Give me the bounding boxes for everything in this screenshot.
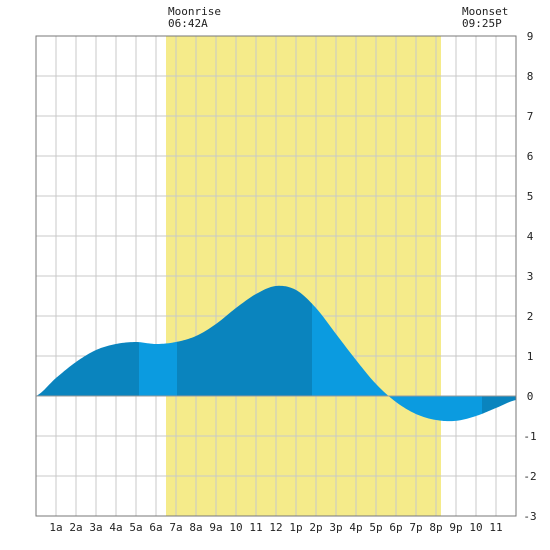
x-tick-label: 12 xyxy=(269,521,282,534)
x-tick-label: 8a xyxy=(189,521,202,534)
x-tick-labels: 1a 2a 3a 4a 5a 6a 7a 8a 9a 10 11 12 1p 2p 3p 4p 5p 6p 7p 8p… xyxy=(49,521,502,534)
moonset-annotation: Moonset 09:25P xyxy=(462,6,508,30)
x-tick-label: 4p xyxy=(349,521,362,534)
x-tick-label: 3p xyxy=(329,521,342,534)
moonrise-time: 06:42A xyxy=(168,17,208,30)
tide-area-segment xyxy=(312,303,482,422)
x-tick-label: 1a xyxy=(49,521,62,534)
tide-area-segment xyxy=(139,341,177,396)
x-tick-label: 6p xyxy=(389,521,402,534)
y-tick-label: 2 xyxy=(527,310,534,323)
x-tick-label: 10 xyxy=(229,521,242,534)
y-tick-label: -3 xyxy=(523,510,536,523)
x-tick-label: 8p xyxy=(429,521,442,534)
x-tick-label: 1p xyxy=(289,521,302,534)
plot-border xyxy=(35,35,517,517)
x-tick-label: 9a xyxy=(209,521,222,534)
x-tick-label: 3a xyxy=(89,521,102,534)
y-tick-label: 3 xyxy=(527,270,534,283)
y-tick-label: -1 xyxy=(523,430,536,443)
y-tick-label: 6 xyxy=(527,150,534,163)
tide-area-series xyxy=(36,285,516,422)
x-tick-label: 4a xyxy=(109,521,122,534)
x-tick-label: 10 xyxy=(469,521,482,534)
x-tick-label: 5p xyxy=(369,521,382,534)
y-tick-label: 0 xyxy=(527,390,534,403)
tide-area-segment xyxy=(177,285,312,396)
y-tick-label: 7 xyxy=(527,110,534,123)
x-tick-label: 2p xyxy=(309,521,322,534)
tide-area-segment xyxy=(36,342,139,396)
moonset-time: 09:25P xyxy=(462,17,502,30)
y-tick-labels: -3 -2 -1 0 1 2 3 4 5 6 7 8 9 xyxy=(523,30,536,523)
x-tick-label: 7a xyxy=(169,521,182,534)
x-tick-label: 5a xyxy=(129,521,142,534)
y-tick-label: 9 xyxy=(527,30,534,43)
y-tick-label: 1 xyxy=(527,350,534,363)
moonrise-annotation: Moonrise 06:42A xyxy=(168,6,221,30)
y-tick-label: -2 xyxy=(523,470,536,483)
x-tick-label: 9p xyxy=(449,521,462,534)
tide-area-segment xyxy=(482,396,516,414)
x-tick-label: 7p xyxy=(409,521,422,534)
y-tick-label: 8 xyxy=(527,70,534,83)
x-tick-label: 2a xyxy=(69,521,82,534)
x-tick-label: 6a xyxy=(149,521,162,534)
y-tick-label: 4 xyxy=(527,230,534,243)
x-tick-label: 11 xyxy=(249,521,262,534)
moonrise-title: Moonrise xyxy=(168,5,221,18)
y-tick-label: 5 xyxy=(527,190,534,203)
moonset-title: Moonset xyxy=(462,5,509,18)
x-tick-label: 11 xyxy=(489,521,502,534)
